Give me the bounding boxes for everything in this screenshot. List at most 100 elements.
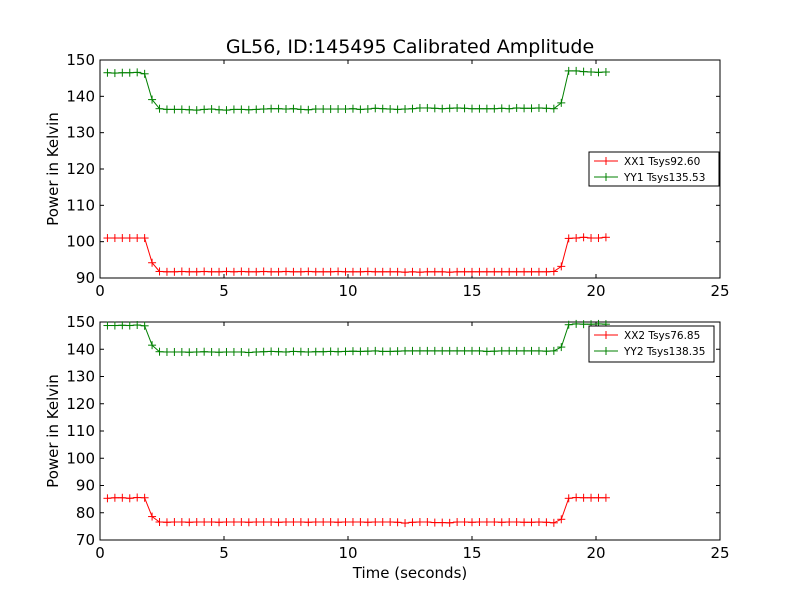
x-tick-label: 10 <box>338 282 357 300</box>
data-point <box>118 68 127 77</box>
data-point <box>289 518 298 527</box>
data-point <box>125 68 134 77</box>
data-point <box>415 268 424 277</box>
data-point <box>527 104 536 113</box>
data-point <box>140 69 149 78</box>
data-point <box>542 267 551 276</box>
data-point <box>274 267 283 276</box>
data-point <box>348 267 357 276</box>
data-point <box>192 347 201 356</box>
data-point <box>341 347 350 356</box>
data-point <box>222 518 231 527</box>
y-tick-label: 110 <box>66 422 95 440</box>
data-point <box>252 267 261 276</box>
data-point <box>512 267 521 276</box>
data-point <box>557 262 566 271</box>
data-point <box>490 267 499 276</box>
data-point <box>170 105 179 114</box>
data-point <box>460 267 469 276</box>
data-point <box>334 518 343 527</box>
data-point <box>237 105 246 114</box>
data-point <box>267 267 276 276</box>
data-point <box>393 267 402 276</box>
data-point <box>430 518 439 527</box>
data-point <box>133 320 142 329</box>
data-point <box>572 234 581 243</box>
data-point <box>475 267 484 276</box>
data-point <box>170 518 179 527</box>
data-point <box>482 518 491 527</box>
data-point <box>445 104 454 113</box>
legend-label: XX2 Tsys76.85 <box>624 330 700 342</box>
data-point <box>133 68 142 77</box>
data-point <box>534 346 543 355</box>
data-point <box>244 267 253 276</box>
data-point <box>289 347 298 356</box>
data-point <box>378 267 387 276</box>
x-tick-label: 10 <box>338 544 357 562</box>
data-point <box>222 106 231 115</box>
subplot-2: 0 5 10 15 20 25 70 80 90 100 110 120 130 140 150 Power … <box>44 313 730 582</box>
data-point <box>215 348 224 357</box>
data-point <box>229 347 238 356</box>
data-point <box>430 104 439 113</box>
data-point <box>192 267 201 276</box>
data-point <box>386 267 395 276</box>
data-point <box>445 346 454 355</box>
data-point <box>408 518 417 527</box>
data-point <box>378 104 387 113</box>
data-point <box>326 518 335 527</box>
data-point <box>334 105 343 114</box>
x-tick-label: 5 <box>219 544 229 562</box>
data-point <box>259 518 268 527</box>
data-point <box>200 347 209 356</box>
data-point <box>371 518 380 527</box>
data-point <box>534 518 543 527</box>
data-point <box>490 104 499 113</box>
data-point <box>430 346 439 355</box>
data-point <box>393 518 402 527</box>
x-tick-label: 0 <box>95 282 105 300</box>
data-point <box>319 105 328 114</box>
data-point <box>125 321 134 330</box>
x-tick-label: 15 <box>462 544 481 562</box>
data-point <box>386 105 395 114</box>
y-tick-label: 110 <box>66 196 95 214</box>
data-point <box>222 347 231 356</box>
data-point <box>162 518 171 527</box>
data-point <box>497 267 506 276</box>
data-point <box>423 103 432 112</box>
data-point <box>148 95 157 104</box>
data-point <box>348 104 357 113</box>
data-point <box>304 105 313 114</box>
data-point <box>579 233 588 242</box>
data-point <box>408 104 417 113</box>
data-point <box>252 518 261 527</box>
data-point <box>512 346 521 355</box>
data-point <box>601 233 610 242</box>
data-point <box>155 267 164 276</box>
legend-label: YY1 Tsys135.53 <box>623 172 705 184</box>
data-point <box>103 68 112 77</box>
data-point <box>215 267 224 276</box>
data-point <box>289 104 298 113</box>
legend-item: YY2 Tsys138.35 <box>594 346 705 358</box>
data-point <box>259 347 268 356</box>
data-point <box>468 104 476 113</box>
x-tick-label: 5 <box>219 282 229 300</box>
data-point <box>460 346 469 355</box>
data-point <box>326 105 335 114</box>
subplot-1: 0 5 10 15 20 25 90 100 110 120 130 140 150 Power in K… <box>44 51 730 300</box>
data-point <box>185 267 194 276</box>
data-point <box>497 518 506 527</box>
data-point <box>363 347 372 356</box>
data-point <box>542 518 551 527</box>
data-point <box>207 518 216 527</box>
data-point <box>468 267 476 276</box>
data-point <box>542 347 551 356</box>
data-point <box>557 343 566 352</box>
x-tick-label: 0 <box>95 544 105 562</box>
data-point <box>200 518 209 527</box>
data-point <box>594 493 603 502</box>
data-point <box>497 104 506 113</box>
